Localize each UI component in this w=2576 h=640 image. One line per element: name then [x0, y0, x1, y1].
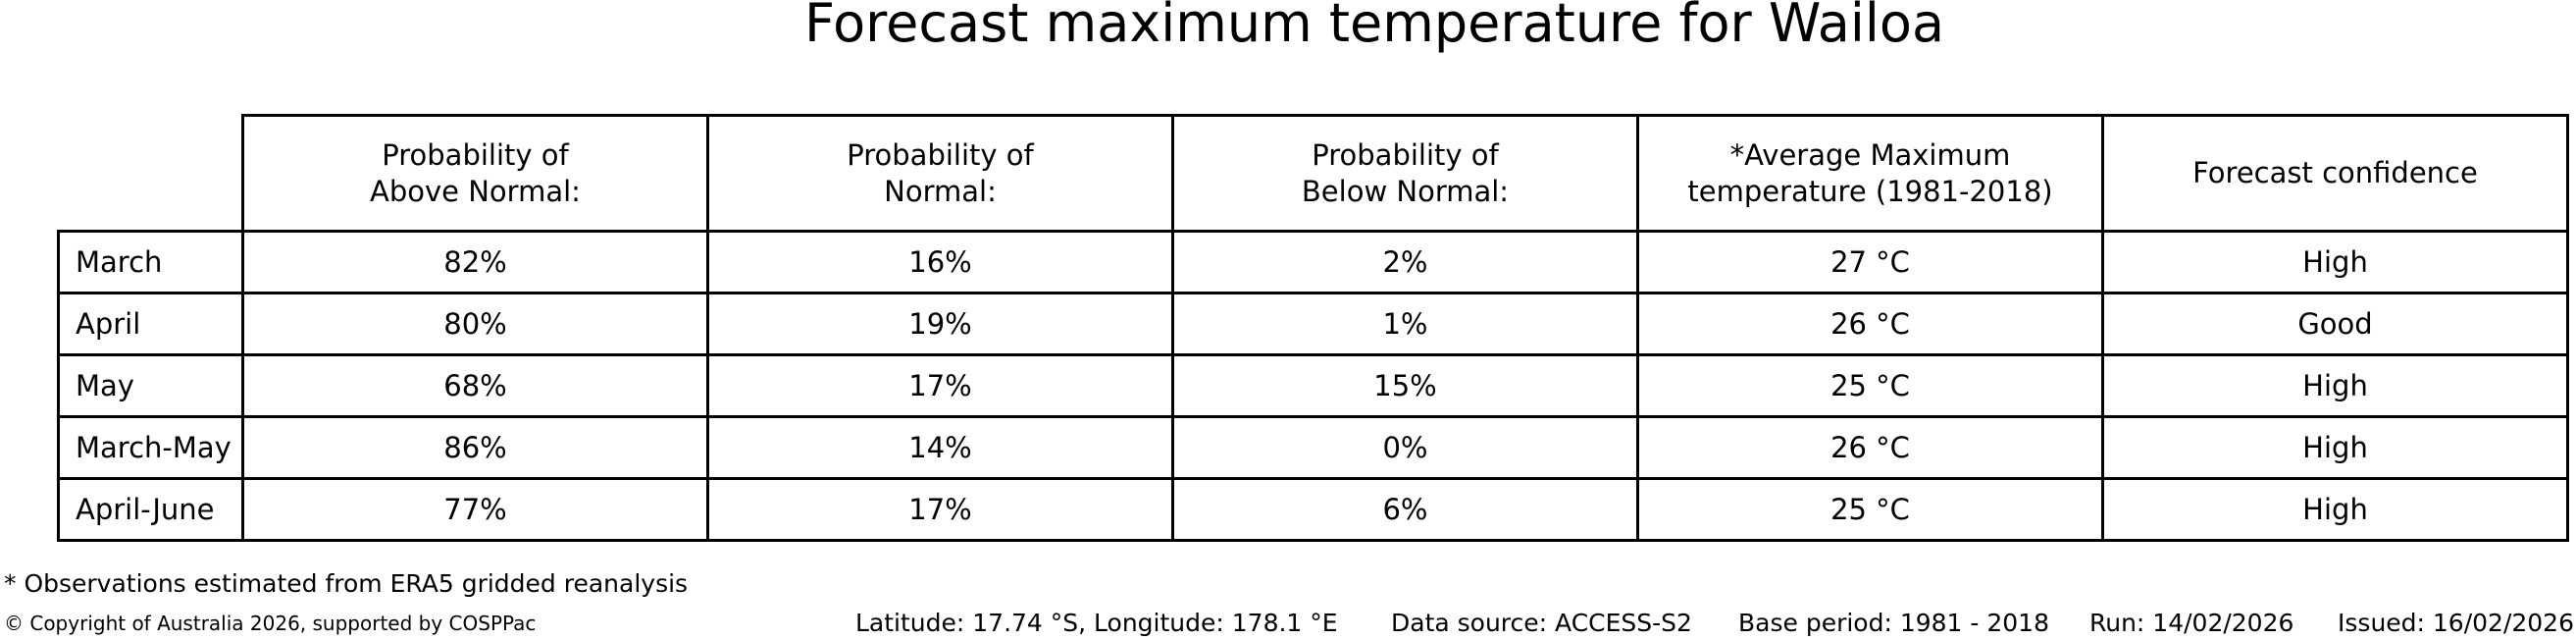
table-cell: 27 °C [1636, 230, 2104, 294]
table-cell: 6% [1171, 477, 1639, 542]
table-row-april: April 80% 19% 1% 26 °C Good [57, 292, 2569, 356]
table-cell: 0% [1171, 415, 1639, 480]
row-label: April-June [57, 477, 244, 542]
table-cell: 77% [241, 477, 709, 542]
footer-run: Run: 14/02/2026 [2089, 609, 2294, 637]
footer-location: Latitude: 17.74 °S, Longitude: 178.1 °E [855, 609, 1338, 637]
table-cell: 25 °C [1636, 353, 2104, 418]
table-cell: High [2101, 353, 2569, 418]
table-cell: 1% [1171, 292, 1639, 356]
table-cell: 2% [1171, 230, 1639, 294]
header-line: *Average Maximum [1729, 137, 2011, 172]
column-header-below-normal: Probability of Below Normal: [1171, 114, 1639, 233]
header-line: Forecast confidence [2192, 156, 2478, 189]
row-label: April [57, 292, 244, 356]
table-cell: High [2101, 477, 2569, 542]
table-cell: 86% [241, 415, 709, 480]
header-line: temperature (1981-2018) [1687, 174, 2053, 208]
row-label: March [57, 230, 244, 294]
table-cell: 26 °C [1636, 292, 2104, 356]
table-cell: 14% [706, 415, 1174, 480]
table-cell: 68% [241, 353, 709, 418]
table-cell: Good [2101, 292, 2569, 356]
table-cell: 80% [241, 292, 709, 356]
corner-cell [59, 116, 243, 232]
footer-data-source: Data source: ACCESS-S2 [1391, 609, 1692, 637]
table-row-may: May 68% 17% 15% 25 °C High [57, 353, 2569, 418]
column-header-above-normal: Probability of Above Normal: [241, 114, 709, 233]
footer-base-period: Base period: 1981 - 2018 [1738, 609, 2049, 637]
table-cell: 82% [241, 230, 709, 294]
table-row-march: March 82% 16% 2% 27 °C High [57, 230, 2569, 294]
footer-bar: © Copyright of Australia 2026, supported… [0, 607, 2576, 638]
header-line: Probability of [382, 137, 569, 172]
header-line: Normal: [884, 174, 997, 208]
table-cell: 16% [706, 230, 1174, 294]
footer-copyright: © Copyright of Australia 2026, supported… [4, 612, 537, 635]
header-line: Probability of [847, 137, 1034, 172]
header-row: Probability of Above Normal: Probability… [59, 114, 2569, 233]
footer-issued: Issued: 16/02/2026 [2338, 609, 2574, 637]
column-header-forecast-confidence: Forecast confidence [2101, 114, 2569, 233]
table-row-april-june: April-June 77% 17% 6% 25 °C High [57, 477, 2569, 542]
table-cell: 17% [706, 353, 1174, 418]
table-cell: High [2101, 415, 2569, 480]
table-cell: 26 °C [1636, 415, 2104, 480]
page-title: Forecast maximum temperature for Wailoa [803, 0, 1945, 54]
column-header-avg-max-temp: *Average Maximum temperature (1981-2018) [1636, 114, 2104, 233]
table-cell: 19% [706, 292, 1174, 356]
footnote: * Observations estimated from ERA5 gridd… [4, 569, 689, 598]
table-cell: 15% [1171, 353, 1639, 418]
table-cell: 25 °C [1636, 477, 2104, 542]
table-cell: High [2101, 230, 2569, 294]
header-line: Below Normal: [1301, 174, 1510, 208]
header-line: Above Normal: [370, 174, 581, 208]
forecast-table: Probability of Above Normal: Probability… [57, 114, 2569, 542]
row-label: May [57, 353, 244, 418]
header-line: Probability of [1312, 137, 1499, 172]
table-row-march-may: March-May 86% 14% 0% 26 °C High [57, 415, 2569, 480]
column-header-normal: Probability of Normal: [706, 114, 1174, 233]
row-label: March-May [57, 415, 244, 480]
table-cell: 17% [706, 477, 1174, 542]
